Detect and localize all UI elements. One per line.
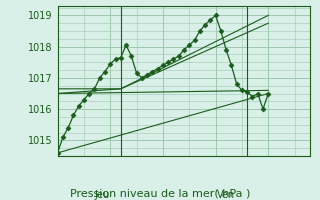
Text: Jeu: Jeu [94, 190, 109, 200]
Text: Ven: Ven [217, 190, 235, 200]
Text: Pression niveau de la mer( hPa ): Pression niveau de la mer( hPa ) [70, 188, 250, 198]
